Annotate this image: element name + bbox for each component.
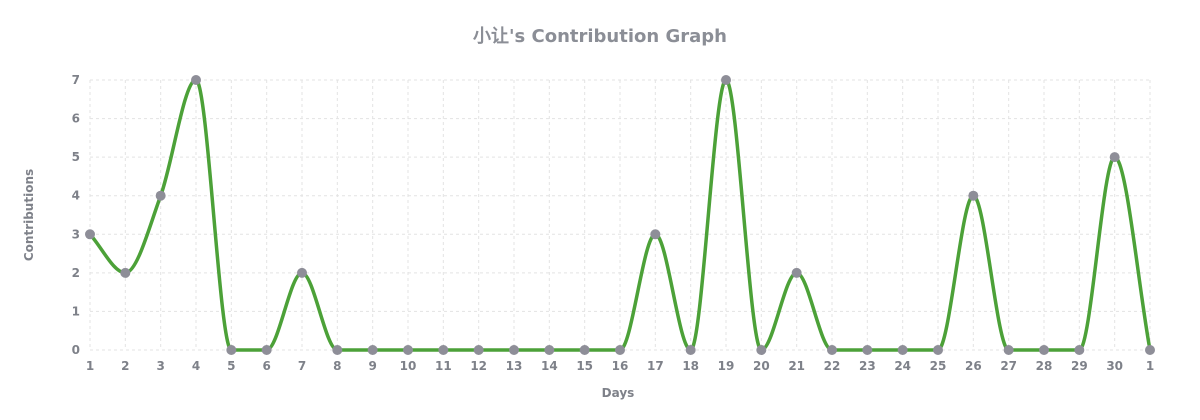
x-tick-label: 18 <box>682 359 699 373</box>
data-point <box>509 345 519 355</box>
data-point <box>579 345 590 355</box>
data-point <box>261 345 272 355</box>
chart-title: 小让's Contribution Graph <box>473 26 727 47</box>
x-tick-label: 9 <box>368 359 376 373</box>
data-point <box>1109 152 1120 163</box>
y-tick-label: 3 <box>72 227 80 241</box>
data-point <box>403 345 413 355</box>
data-point <box>1074 345 1085 355</box>
data-point <box>791 267 802 278</box>
data-point <box>473 345 484 355</box>
data-point <box>155 190 166 201</box>
y-axis-ticks: 0 1 2 3 4 5 6 7 <box>72 73 80 357</box>
data-point <box>1145 345 1155 355</box>
data-point <box>1003 345 1014 355</box>
x-tick-label: 29 <box>1071 359 1088 373</box>
y-tick-label: 6 <box>72 112 80 126</box>
x-tick-label: 8 <box>333 359 341 373</box>
data-point <box>438 345 449 355</box>
x-tick-label: 27 <box>1000 359 1017 373</box>
data-point <box>968 190 979 201</box>
data-point <box>544 345 555 355</box>
contribution-series-line <box>88 78 1152 352</box>
x-tick-label: 26 <box>965 359 982 373</box>
x-tick-label: 25 <box>930 359 947 373</box>
data-point <box>721 75 731 85</box>
x-tick-label: 16 <box>612 359 629 373</box>
data-point <box>897 345 908 355</box>
y-axis-title: Contributions <box>22 169 36 261</box>
y-tick-label: 5 <box>72 150 80 164</box>
x-tick-label: 1 <box>1146 359 1154 373</box>
x-tick-label: 4 <box>192 359 200 373</box>
data-point <box>120 267 131 278</box>
y-tick-label: 7 <box>72 73 80 87</box>
y-tick-label: 0 <box>72 343 80 357</box>
series-layer <box>88 78 1152 352</box>
x-tick-label: 6 <box>262 359 270 373</box>
x-tick-label: 30 <box>1106 359 1123 373</box>
data-point <box>685 345 696 355</box>
data-point <box>332 345 343 355</box>
x-tick-label: 21 <box>788 359 805 373</box>
data-point <box>1039 345 1049 355</box>
y-tick-label: 1 <box>72 304 80 318</box>
data-point <box>933 345 943 355</box>
grid <box>89 79 1151 351</box>
data-point <box>85 229 95 240</box>
x-tick-label: 2 <box>121 359 129 373</box>
x-tick-label: 17 <box>647 359 664 373</box>
data-point <box>297 267 307 278</box>
x-tick-label: 1 <box>86 359 94 373</box>
x-tick-label: 19 <box>718 359 735 373</box>
x-tick-label: 14 <box>541 359 558 373</box>
data-point <box>827 345 837 355</box>
x-tick-label: 5 <box>227 359 235 373</box>
data-point <box>367 345 378 355</box>
data-point <box>756 345 767 355</box>
data-point <box>615 345 625 355</box>
x-tick-label: 10 <box>400 359 417 373</box>
data-point <box>191 75 201 85</box>
x-tick-label: 7 <box>298 359 306 373</box>
points-layer <box>85 75 1155 355</box>
x-tick-label: 13 <box>506 359 523 373</box>
x-tick-label: 22 <box>824 359 841 373</box>
x-tick-label: 11 <box>435 359 452 373</box>
x-tick-label: 28 <box>1036 359 1053 373</box>
x-axis-ticks: 1 2 3 4 5 6 7 8 9 10 11 12 13 14 15 16 17 18 19 20 21 22 23 24 2… <box>86 359 1154 373</box>
x-tick-label: 3 <box>156 359 164 373</box>
x-tick-label: 24 <box>894 359 911 373</box>
x-tick-label: 15 <box>576 359 593 373</box>
data-point <box>226 345 237 355</box>
x-axis-title: Days <box>602 386 635 400</box>
data-point <box>650 229 661 240</box>
x-tick-label: 20 <box>753 359 770 373</box>
y-tick-label: 2 <box>72 266 80 280</box>
x-tick-label: 23 <box>859 359 876 373</box>
data-point <box>862 345 873 355</box>
x-tick-label: 12 <box>470 359 487 373</box>
y-tick-label: 4 <box>72 189 80 203</box>
